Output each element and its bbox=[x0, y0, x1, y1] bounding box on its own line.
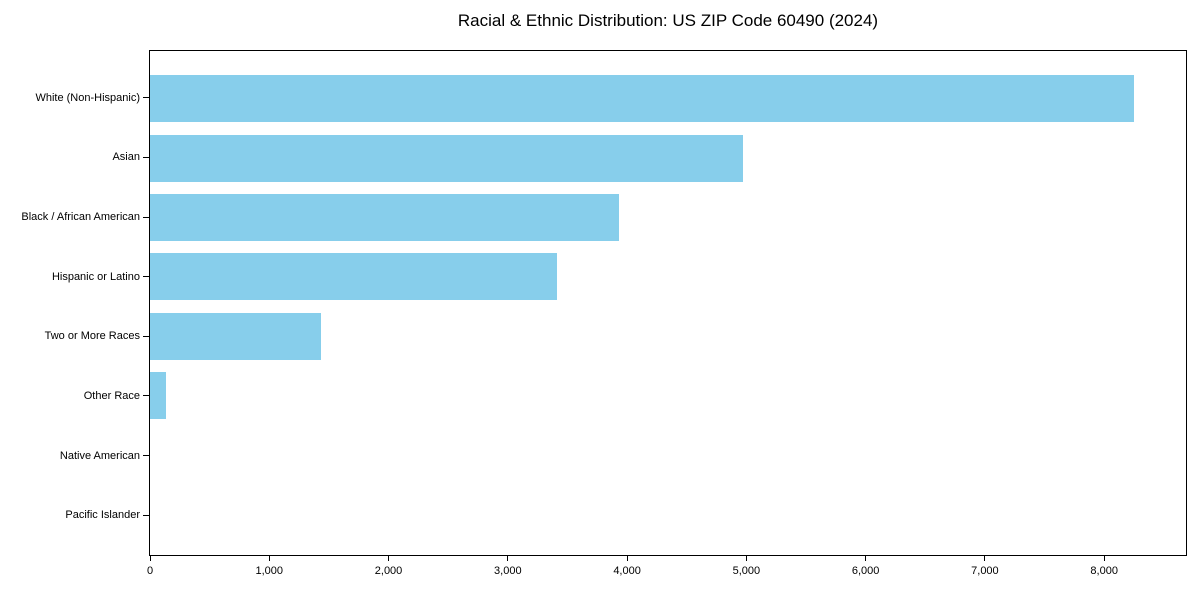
bar-row bbox=[150, 425, 1186, 484]
x-axis-tick bbox=[984, 556, 986, 561]
plot-area bbox=[149, 50, 1187, 556]
bar-two-or-more-races bbox=[150, 312, 322, 360]
y-tick-label-two-or-more-races: Two or More Races bbox=[44, 330, 140, 343]
y-tick-label-black-african-american: Black / African American bbox=[21, 211, 140, 224]
y-axis-tick bbox=[143, 395, 149, 397]
y-axis-tick bbox=[143, 455, 149, 457]
x-tick-label-8000: 8,000 bbox=[1090, 565, 1118, 577]
chart-title: Racial & Ethnic Distribution: US ZIP Cod… bbox=[457, 11, 879, 30]
bar-other-race bbox=[150, 372, 166, 420]
bar-row bbox=[150, 128, 1186, 187]
x-tick-label-0: 0 bbox=[146, 565, 154, 577]
y-axis-tick bbox=[143, 514, 149, 516]
bar-row bbox=[150, 247, 1186, 306]
y-tick-label-white-non-hispanic: White (Non-Hispanic) bbox=[35, 91, 140, 104]
bars-container bbox=[150, 51, 1186, 555]
bar-row bbox=[150, 188, 1186, 247]
x-tick-label-5000: 5,000 bbox=[732, 565, 761, 577]
x-tick-label-2000: 2,000 bbox=[374, 565, 403, 577]
y-axis-tick bbox=[143, 97, 149, 99]
bar-hispanic-or-latino bbox=[150, 253, 558, 301]
y-tick-label-native-american: Native American bbox=[59, 449, 140, 462]
x-axis-tick bbox=[507, 556, 509, 561]
bar-row bbox=[150, 307, 1186, 366]
y-tick-label-hispanic-or-latino: Hispanic or Latino bbox=[51, 270, 140, 283]
x-tick-label-4000: 4,000 bbox=[613, 565, 641, 577]
bar-row bbox=[150, 485, 1186, 544]
x-axis-tick bbox=[865, 556, 867, 561]
y-tick-label-other-race: Other Race bbox=[83, 389, 140, 402]
x-tick-label-6000: 6,000 bbox=[851, 565, 880, 577]
bar-asian bbox=[150, 134, 743, 182]
x-axis-tick bbox=[149, 556, 151, 561]
y-axis-tick bbox=[143, 216, 149, 218]
x-axis-tick bbox=[626, 556, 628, 561]
x-tick-label-3000: 3,000 bbox=[494, 565, 522, 577]
y-axis-tick bbox=[143, 276, 149, 278]
x-tick-label-1000: 1,000 bbox=[255, 565, 284, 577]
x-axis-tick bbox=[268, 556, 270, 561]
bar-row bbox=[150, 366, 1186, 425]
bar-black-african-american bbox=[150, 193, 620, 241]
y-tick-label-pacific-islander: Pacific Islander bbox=[65, 509, 140, 522]
x-tick-label-7000: 7,000 bbox=[971, 565, 999, 577]
y-axis-tick bbox=[143, 156, 149, 158]
bar-white-non-hispanic bbox=[150, 75, 1134, 123]
x-axis-tick bbox=[388, 556, 390, 561]
y-tick-label-asian: Asian bbox=[112, 151, 140, 164]
bar-row bbox=[150, 69, 1186, 128]
x-axis-tick bbox=[1103, 556, 1105, 561]
y-axis-tick bbox=[143, 335, 149, 337]
x-axis-tick bbox=[745, 556, 747, 561]
